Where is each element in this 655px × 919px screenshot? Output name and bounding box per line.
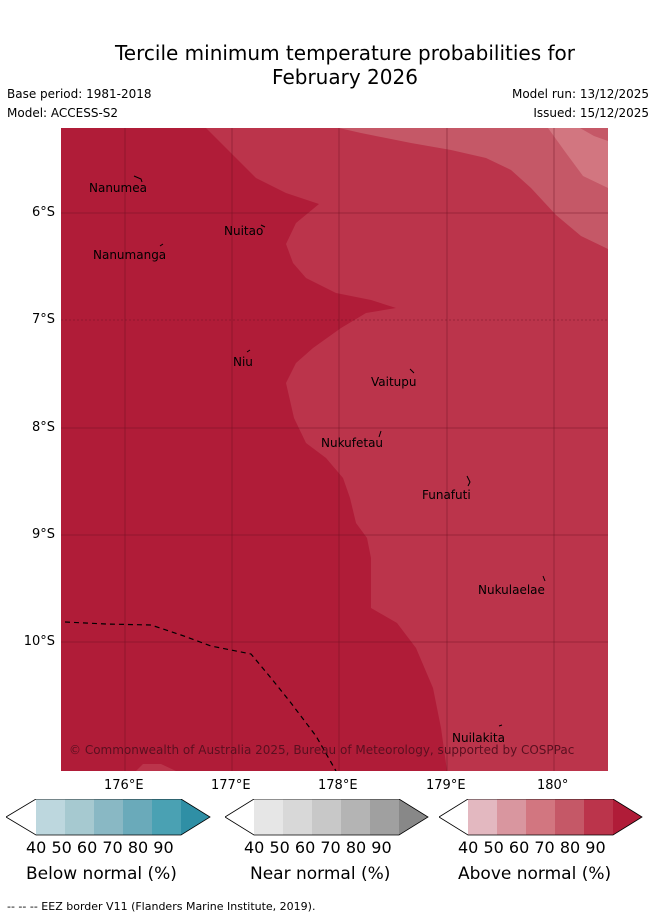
- colorbar-tick: 40: [26, 838, 47, 857]
- colorbar-segment: [123, 799, 152, 835]
- colorbar-segment: [370, 799, 399, 835]
- colorbar-tick: 40: [458, 838, 479, 857]
- colorbar-tick: 90: [585, 838, 606, 857]
- island-label: Nuilakita: [452, 731, 505, 745]
- title-line-1: Tercile minimum temperature probabilitie…: [114, 41, 576, 65]
- colorbar-segment: [152, 799, 181, 835]
- colorbar-tick: 90: [153, 838, 174, 857]
- colorbar-tick: 60: [294, 838, 316, 857]
- colorbar-segment: [584, 799, 613, 835]
- colorbar-segment: [526, 799, 555, 835]
- colorbar-segment: [181, 799, 210, 835]
- region-70-corner: [580, 128, 608, 141]
- island-label: Vaitupu: [371, 375, 417, 389]
- colorbar-near-normal: [225, 799, 429, 836]
- island-label: Funafuti: [422, 488, 471, 502]
- island-label: Nanumanga: [93, 248, 167, 262]
- colorbar-tick: 70: [320, 838, 341, 857]
- lon-label: 176°E: [104, 778, 144, 793]
- island-label: Nukufetau: [321, 436, 384, 450]
- colorbar-segment: [555, 799, 584, 835]
- region-80-bottom-left: [136, 764, 176, 771]
- colorbar-segment: [497, 799, 526, 835]
- colorbar-tick: 40: [244, 838, 265, 857]
- lon-label: 179°E: [426, 778, 466, 793]
- colorbar-segment: [341, 799, 370, 835]
- lat-label: 8°S: [31, 420, 55, 435]
- colorbar-tick: 80: [345, 838, 367, 857]
- colorbar-label: Near normal (%): [250, 864, 391, 884]
- lon-label: 178°E: [318, 778, 358, 793]
- base-period: Base period: 1981-2018: [7, 87, 152, 101]
- issued-date: Issued: 15/12/2025: [533, 106, 649, 120]
- colorbar-segment: [613, 799, 642, 835]
- region-70-percent: [339, 128, 608, 249]
- colorbar-tick: 80: [559, 838, 581, 857]
- colorbar-tick: 60: [508, 838, 530, 857]
- colorbar-segment: [225, 799, 254, 835]
- colorbar-tick: 60: [76, 838, 98, 857]
- lon-label: 180°: [537, 778, 569, 793]
- island-label: Nukulaelae: [478, 583, 545, 597]
- map-title: Tercile minimum temperature probabilitie…: [0, 41, 655, 89]
- island-label: Nuitao: [224, 224, 264, 238]
- colorbar-tick: 70: [102, 838, 123, 857]
- eez-border: [64, 621, 337, 771]
- gridlines: [61, 128, 608, 771]
- colorbar-segment: [468, 799, 497, 835]
- title-line-2: February 2026: [272, 65, 418, 89]
- region-80-percent: [206, 128, 608, 771]
- copyright-notice: © Commonwealth of Australia 2025, Bureau…: [69, 743, 575, 757]
- colorbar-segment: [6, 799, 36, 835]
- region-60-percent: [548, 128, 608, 188]
- probability-map[interactable]: [61, 128, 608, 771]
- colorbar-segment: [399, 799, 428, 835]
- model-name: Model: ACCESS-S2: [7, 106, 119, 120]
- colorbar-label: Below normal (%): [26, 864, 177, 884]
- colorbar-tick: 50: [51, 838, 72, 857]
- colorbar-tick: 80: [127, 838, 149, 857]
- colorbar-below-normal: [6, 799, 211, 836]
- lat-label: 6°S: [31, 205, 55, 220]
- colorbar-segment: [439, 799, 468, 835]
- colorbar-tick: 50: [269, 838, 290, 857]
- colorbar-tick: 50: [483, 838, 504, 857]
- colorbar-segment: [312, 799, 341, 835]
- footnote: -- -- -- EEZ border V11 (Flanders Marine…: [7, 900, 316, 913]
- colorbar-above-normal: [439, 799, 643, 836]
- colorbar-segment: [254, 799, 283, 835]
- lon-label: 177°E: [211, 778, 251, 793]
- colorbar-segment: [283, 799, 312, 835]
- colorbar-segment: [36, 799, 65, 835]
- colorbar-label: Above normal (%): [458, 864, 612, 884]
- colorbar-tick: 70: [534, 838, 555, 857]
- lat-label: 7°S: [31, 312, 55, 327]
- island-label: Niu: [233, 355, 253, 369]
- colorbar-tick: 90: [371, 838, 392, 857]
- island-label: Nanumea: [89, 181, 147, 195]
- island-marks: [133, 175, 546, 727]
- lat-label: 10°S: [23, 634, 55, 649]
- lat-label: 9°S: [31, 527, 55, 542]
- model-run: Model run: 13/12/2025: [511, 87, 649, 101]
- colorbar-segment: [65, 799, 94, 835]
- colorbar-segment: [94, 799, 123, 835]
